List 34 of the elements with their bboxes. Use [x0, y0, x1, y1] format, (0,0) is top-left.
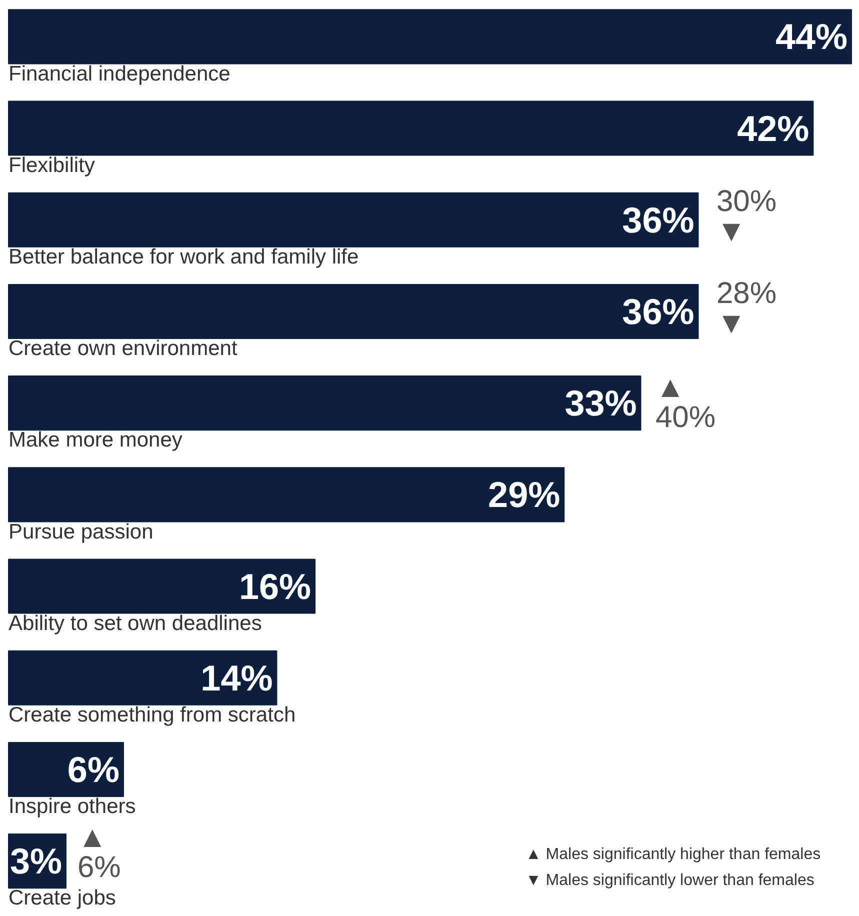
- annotation: ▲ 6%: [78, 821, 121, 884]
- data-label: 33%: [564, 382, 637, 424]
- annotation: 30% ▼: [716, 185, 777, 248]
- annotation: ▲ 40%: [656, 371, 716, 434]
- annotation: ▲ Males significantly higher than females: [526, 846, 821, 863]
- bar: [8, 558, 316, 614]
- y-tick-label: Create own environment: [8, 337, 238, 360]
- data-label: 42%: [737, 108, 810, 149]
- bar: [8, 284, 699, 340]
- y-tick-label: Ability to set own deadlines: [8, 612, 262, 635]
- data-label: 6%: [67, 748, 120, 790]
- bar: [8, 100, 814, 156]
- y-tick-label: Pursue passion: [8, 520, 154, 544]
- bar: [8, 192, 699, 248]
- data-label: 29%: [488, 474, 560, 516]
- data-label: 16%: [238, 566, 312, 607]
- y-tick-label: Financial independence: [8, 62, 230, 86]
- bar: [8, 467, 565, 522]
- data-label: 44%: [775, 16, 848, 58]
- y-tick-label: Inspire others: [8, 795, 136, 818]
- data-label: 36%: [622, 199, 694, 240]
- y-tick-label: Create jobs: [8, 886, 116, 910]
- annotation: 28% ▼: [716, 277, 777, 340]
- data-label: 3%: [10, 840, 62, 882]
- bar: [8, 650, 278, 706]
- annotation: ▼ Males significantly lower than females: [526, 872, 814, 889]
- y-tick-label: Flexibility: [8, 154, 96, 177]
- bar: [8, 376, 642, 431]
- y-tick-label: Make more money: [8, 428, 183, 452]
- data-label: 14%: [200, 657, 273, 698]
- y-tick-label: Create something from scratch: [8, 703, 296, 726]
- data-label: 36%: [622, 290, 694, 332]
- y-tick-label: Better balance for work and family life: [8, 245, 359, 268]
- bar: [8, 9, 852, 64]
